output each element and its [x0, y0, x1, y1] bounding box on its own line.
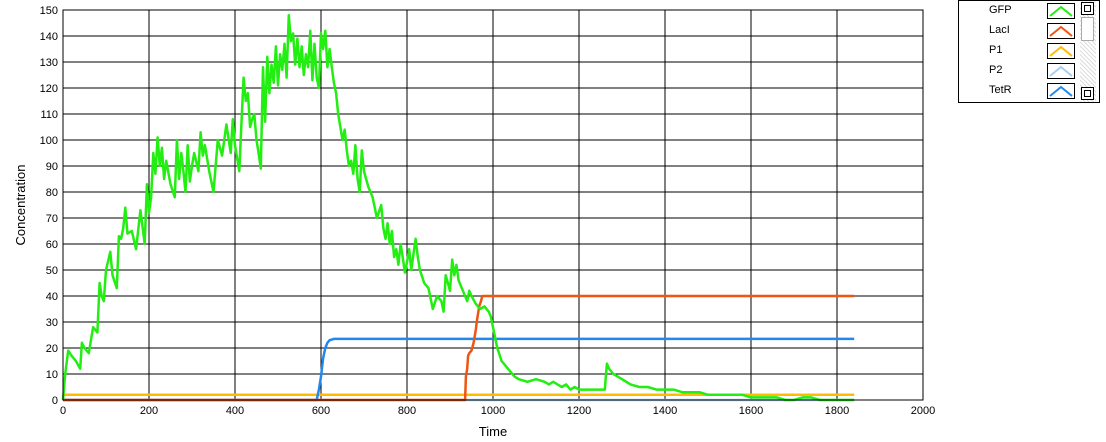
p2-line-icon: [1049, 65, 1073, 77]
series-layer: [61, 13, 855, 402]
legend-label: P2: [989, 64, 1003, 76]
y-tick-label: 140: [40, 31, 58, 43]
legend-scrollbar[interactable]: [1080, 1, 1096, 102]
legend-label: LacI: [989, 24, 1010, 36]
x-tick-label: 1800: [825, 405, 849, 417]
y-tick-label: 40: [46, 291, 58, 303]
y-tick-label: 100: [40, 135, 58, 147]
legend: GFP LacI P1 P2 TetR: [958, 0, 1100, 103]
legend-item-tetr[interactable]: TetR: [959, 82, 1079, 102]
y-tick-label: 30: [46, 317, 58, 329]
scroll-down-button[interactable]: [1081, 87, 1094, 100]
legend-item-p2[interactable]: P2: [959, 62, 1079, 82]
scroll-thumb[interactable]: [1081, 17, 1094, 41]
legend-swatch-tetr: [1047, 83, 1075, 99]
laci-line-icon: [1049, 25, 1073, 37]
y-tick-label: 120: [40, 83, 58, 95]
legend-swatch-laci: [1047, 23, 1075, 39]
scroll-up-button[interactable]: [1081, 2, 1094, 15]
series-line-gfp: [61, 13, 855, 402]
x-axis-label: Time: [479, 424, 507, 439]
legend-label: GFP: [989, 4, 1012, 16]
y-tick-label: 150: [40, 5, 58, 17]
series-line-laci: [63, 294, 855, 402]
legend-item-gfp[interactable]: GFP: [959, 2, 1079, 22]
y-tick-label: 80: [46, 187, 58, 199]
square-icon: [1084, 90, 1091, 97]
x-tick-label: 600: [312, 405, 330, 417]
legend-label: P1: [989, 44, 1003, 56]
y-tick-label: 0: [52, 395, 58, 407]
x-tick-label: 0: [60, 405, 66, 417]
legend-label: TetR: [989, 84, 1012, 96]
y-tick-label: 130: [40, 57, 58, 69]
legend-item-laci[interactable]: LacI: [959, 22, 1079, 42]
x-tick-label: 1200: [567, 405, 591, 417]
tetr-line-icon: [1049, 85, 1073, 97]
x-tick-label: 2000: [911, 405, 935, 417]
square-icon: [1084, 5, 1091, 12]
y-tick-label: 50: [46, 265, 58, 277]
x-tick-label: 800: [398, 405, 416, 417]
legend-swatch-gfp: [1047, 3, 1075, 19]
y-tick-label: 110: [40, 109, 58, 121]
series-line-tetr: [63, 337, 855, 402]
x-tick-label: 1600: [739, 405, 763, 417]
legend-item-p1[interactable]: P1: [959, 42, 1079, 62]
y-tick-label: 90: [46, 161, 58, 173]
legend-swatch-p1: [1047, 43, 1075, 59]
legend-swatch-p2: [1047, 63, 1075, 79]
y-tick-label: 10: [46, 369, 58, 381]
x-tick-label: 1000: [481, 405, 505, 417]
y-tick-label: 20: [46, 343, 58, 355]
grid: [62, 9, 924, 401]
x-tick-label: 400: [226, 405, 244, 417]
gfp-line-icon: [1049, 5, 1073, 17]
plot-frame: [62, 9, 924, 401]
chart: 0 200 400 600 800 1000 1200 1400 1600 1800 2000 0 10…: [13, 5, 936, 439]
x-tick-label: 200: [140, 405, 158, 417]
y-axis-label: Concentration: [13, 165, 28, 246]
y-tick-label: 60: [46, 239, 58, 251]
x-tick-label: 1400: [653, 405, 677, 417]
y-tick-label: 70: [46, 213, 58, 225]
tick-labels: 0 200 400 600 800 1000 1200 1400 1600 1800 2000 0 10…: [40, 5, 936, 417]
p1-line-icon: [1049, 45, 1073, 57]
